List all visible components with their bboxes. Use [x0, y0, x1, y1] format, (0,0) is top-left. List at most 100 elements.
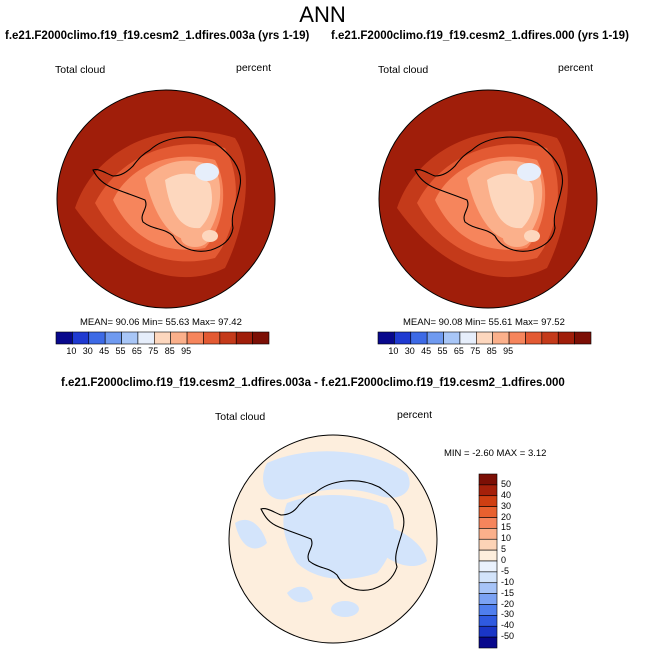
colorbar-swatch: [219, 331, 237, 345]
colorbar-swatch: [478, 549, 498, 562]
colorbar-swatch: [72, 331, 90, 345]
colorbar-swatch: [478, 615, 498, 627]
colorbar-swatch: [478, 473, 498, 486]
panel-1-map-fill: [57, 90, 275, 308]
colorbar-swatch: [478, 484, 498, 497]
colorbar-swatch: [459, 331, 477, 345]
colorbar-tick-label: 20: [501, 511, 512, 522]
panel-1-variable-label: Total cloud: [55, 64, 106, 76]
colorbar-swatch: [476, 331, 493, 345]
colorbar-tick-label: 5: [501, 544, 507, 555]
diff-panel-variable-label: Total cloud: [215, 411, 266, 423]
colorbar-tick-label: 55: [437, 346, 448, 356]
colorbar-swatch: [478, 538, 498, 551]
panel-1-title: f.e21.F2000climo.f19_f19.cesm2_1.dfires.…: [5, 30, 310, 42]
colorbar-tick-label: -30: [501, 609, 515, 620]
colorbar-swatch: [410, 331, 428, 345]
panel-2-units-label: percent: [558, 62, 594, 74]
panel-2-polar-map: [378, 89, 598, 309]
colorbar-swatch: [394, 331, 412, 345]
colorbar-swatch: [186, 331, 204, 345]
diff-panel-title: f.e21.F2000climo.f19_f19.cesm2_1.dfires.…: [61, 377, 565, 389]
colorbar-swatch: [478, 571, 498, 584]
colorbar-swatch: [492, 331, 510, 345]
colorbar-tick-label: 95: [503, 346, 514, 356]
panel-1-colorbar: [55, 331, 270, 345]
panel-1-polar-map: [56, 89, 276, 309]
colorbar-swatch: [121, 331, 139, 345]
panel-2-coastline: [414, 136, 564, 252]
diff-panel-colorbar: [478, 473, 498, 649]
colorbar-tick-label: 50: [501, 478, 512, 489]
diff-panel-colorbar-labels: 50 40 30 20 15 10 5 0 -5 -10 -15 -20 -30 -40 -50: [501, 473, 531, 649]
colorbar-swatch: [541, 331, 559, 345]
colorbar-tick-label: 30: [404, 346, 415, 356]
colorbar-swatch: [154, 331, 171, 345]
colorbar-tick-label: 75: [148, 346, 159, 356]
colorbar-tick-label: 45: [99, 346, 110, 356]
diff-panel-stats: MIN = -2.60 MAX = 3.12: [444, 448, 547, 459]
colorbar-tick-label: 45: [421, 346, 432, 356]
colorbar-tick-label: 55: [115, 346, 126, 356]
colorbar-swatch: [478, 593, 498, 605]
colorbar-tick-label: 85: [164, 346, 175, 356]
colorbar-tick-label: 75: [470, 346, 481, 356]
colorbar-swatch: [508, 331, 526, 345]
colorbar-swatch: [170, 331, 188, 345]
colorbar-swatch: [426, 331, 444, 345]
colorbar-tick-label: 85: [486, 346, 497, 356]
colorbar-swatch: [478, 560, 498, 573]
panel-1-colorbar-labels: 10 30 45 55 65 75 85 95: [55, 346, 270, 358]
colorbar-swatch: [574, 331, 592, 345]
colorbar-tick-label: -5: [501, 565, 510, 576]
panel-1-stats: MEAN= 90.06 Min= 55.63 Max= 97.42: [80, 317, 242, 328]
panel-2-stats: MEAN= 90.08 Min= 55.61 Max= 97.52: [403, 317, 565, 328]
colorbar-tick-label: -50: [501, 631, 515, 642]
panel-2-map-fill: [379, 90, 597, 308]
colorbar-tick-label: 65: [453, 346, 464, 356]
colorbar-swatch: [478, 506, 498, 518]
colorbar-swatch: [88, 331, 106, 345]
colorbar-swatch: [478, 636, 498, 649]
colorbar-swatch: [478, 604, 498, 616]
panel-2-variable-label: Total cloud: [378, 64, 429, 76]
colorbar-swatch: [557, 331, 575, 345]
colorbar-tick-label: 10: [388, 346, 399, 356]
colorbar-tick-label: 10: [66, 346, 77, 356]
colorbar-swatch: [203, 331, 221, 345]
diff-panel-units-label: percent: [397, 409, 433, 421]
colorbar-tick-label: -20: [501, 598, 515, 609]
colorbar-swatch: [55, 331, 73, 345]
colorbar-swatch: [478, 582, 498, 594]
panel-2-colorbar-labels: 10 30 45 55 65 75 85 95: [377, 346, 592, 358]
panel-1-units-label: percent: [236, 62, 272, 74]
colorbar-tick-label: 65: [131, 346, 142, 356]
diff-panel-coastline: [260, 480, 405, 591]
colorbar-swatch: [478, 528, 498, 540]
colorbar-swatch: [235, 331, 253, 345]
panel-2-title: f.e21.F2000climo.f19_f19.cesm2_1.dfires.…: [331, 30, 629, 42]
colorbar-tick-label: 0: [501, 555, 507, 565]
colorbar-swatch: [443, 331, 461, 345]
colorbar-swatch: [525, 331, 543, 345]
colorbar-tick-label: 10: [501, 533, 512, 544]
colorbar-tick-label: -40: [501, 620, 515, 631]
colorbar-swatch: [104, 331, 122, 345]
colorbar-tick-label: 30: [501, 500, 512, 511]
colorbar-tick-label: 30: [82, 346, 93, 356]
diff-panel-map-fill: [229, 435, 437, 643]
panel-2-colorbar: [377, 331, 592, 345]
colorbar-swatch: [252, 331, 270, 345]
colorbar-tick-label: 15: [501, 522, 512, 533]
colorbar-swatch: [478, 625, 498, 638]
main-title: ANN: [299, 2, 346, 27]
colorbar-swatch: [137, 331, 155, 345]
colorbar-swatch: [377, 331, 395, 345]
colorbar-tick-label: -10: [501, 576, 515, 587]
colorbar-tick-label: -15: [501, 587, 515, 598]
colorbar-swatch: [478, 495, 498, 507]
panel-1-coastline: [92, 136, 242, 252]
colorbar-swatch: [478, 517, 498, 529]
diff-panel-polar-map: [228, 434, 438, 644]
colorbar-tick-label: 40: [501, 489, 512, 500]
